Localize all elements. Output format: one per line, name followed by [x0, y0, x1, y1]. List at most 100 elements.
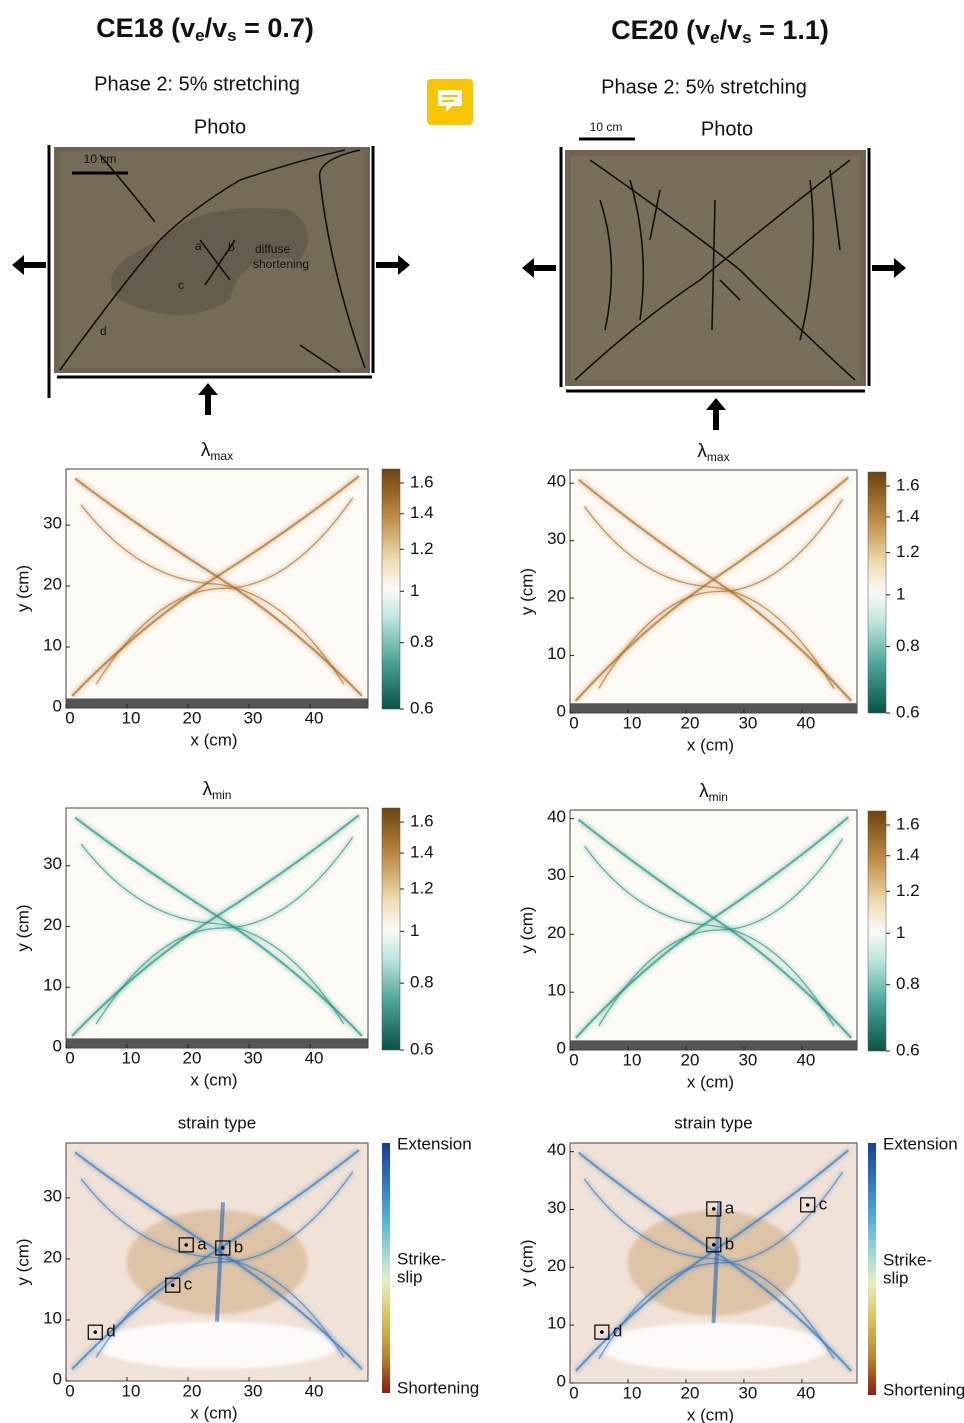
heatmap-texture [570, 1143, 857, 1383]
x-tick-label: 30 [244, 1381, 263, 1400]
texture-line [80, 504, 345, 685]
title-part: CE18 (v [96, 13, 195, 43]
y-tick-label: 10 [547, 1314, 566, 1333]
colorbar-label: Shortening [397, 1378, 479, 1397]
colorbar [867, 471, 887, 714]
colorbar [381, 468, 401, 710]
y-axis-label: y (cm) [517, 568, 536, 615]
x-axis-label: x (cm) [687, 1072, 734, 1091]
texture-line [711, 1202, 722, 1324]
colorbar-tick-label: 1 [410, 921, 419, 940]
photo-label: Photo [194, 116, 246, 138]
marker-box [178, 1237, 194, 1253]
title-sub: s [227, 26, 236, 45]
plot-frame [569, 809, 858, 1051]
comment-icon[interactable] [427, 79, 473, 125]
colorbar-tick-label: 1.2 [896, 881, 920, 900]
title-sub: max [210, 449, 233, 463]
colorbar [868, 1143, 876, 1395]
panel-title: λmax [201, 440, 233, 463]
colorbar-label: slip [883, 1268, 909, 1287]
photo [559, 137, 871, 393]
x-tick-label: 0 [65, 708, 74, 727]
x-tick-label: 10 [623, 1383, 642, 1402]
colorbar [382, 1143, 390, 1393]
y-tick-label: 0 [557, 1371, 566, 1390]
x-tick-label: 40 [305, 708, 324, 727]
x-tick-label: 40 [796, 713, 815, 732]
y-axis-label: y (cm) [517, 906, 536, 953]
title-part: λ [697, 441, 707, 462]
marker-dot [220, 1246, 225, 1250]
marker-box [215, 1240, 231, 1256]
point-label: d [100, 324, 107, 338]
y-tick-label: 40 [547, 807, 566, 826]
y-tick-label: 10 [43, 1308, 62, 1327]
texture-line [215, 1202, 225, 1322]
y-tick-label: 10 [43, 636, 62, 655]
texture-line [74, 816, 363, 1037]
point-label: b [228, 240, 235, 254]
texture-line [80, 843, 345, 1025]
panel-title: λmin [203, 779, 232, 802]
y-tick-label: 20 [43, 915, 62, 934]
texture-line [577, 478, 853, 702]
plot-frame [65, 807, 369, 1049]
x-tick-label: 20 [183, 1048, 202, 1067]
title-part: λ [203, 779, 213, 800]
texture-line [577, 1151, 853, 1372]
base-strip [570, 703, 857, 713]
colorbar-tick-label: 1.2 [410, 878, 434, 897]
marker-label: a [197, 1234, 207, 1253]
marker-dot [711, 1242, 716, 1247]
x-tick-label: 10 [122, 708, 141, 727]
subtitle: Phase 2: 5% stretching [601, 76, 807, 98]
x-tick-label: 0 [569, 1050, 578, 1069]
panel-title: strain type [178, 1113, 256, 1132]
x-tick-label: 30 [738, 713, 757, 732]
x-tick-label: 20 [680, 1383, 699, 1402]
texture-line [583, 845, 835, 1027]
y-tick-label: 30 [43, 854, 62, 873]
y-axis-label: y (cm) [517, 1239, 536, 1286]
x-tick-label: 0 [65, 1381, 74, 1400]
plot-frame [569, 1142, 858, 1384]
colorbar-label: Strike- [883, 1250, 932, 1269]
marker-label: c [819, 1194, 828, 1213]
heatmap-texture [570, 470, 857, 713]
texture-line [74, 477, 363, 697]
column-title: CE20 (ve/vs = 1.1) [611, 15, 829, 47]
title-sub: min [212, 788, 231, 802]
colorbar [867, 810, 887, 1052]
y-tick-label: 10 [547, 981, 566, 1000]
x-axis-label: x (cm) [190, 1403, 237, 1422]
colorbar-tick-label: 1.4 [410, 843, 434, 862]
texture-patch [96, 1321, 338, 1370]
colorbar-tick-label: 1.6 [410, 472, 434, 491]
marker-box [165, 1277, 181, 1293]
y-tick-label: 30 [43, 1186, 62, 1205]
base-strip [570, 1040, 857, 1050]
colorbar-label: slip [397, 1267, 423, 1286]
y-tick-label: 0 [557, 1038, 566, 1057]
colorbar-tick-label: 0.6 [410, 698, 434, 717]
panel-title: λmin [699, 781, 728, 804]
x-axis-label: x (cm) [687, 735, 734, 754]
x-tick-label: 20 [680, 1050, 699, 1069]
column-title: CE18 (ve/vs = 0.7) [96, 13, 314, 45]
y-tick-label: 40 [547, 472, 566, 491]
texture-line [95, 1171, 354, 1358]
panel-title: strain type [674, 1113, 752, 1132]
marker-label: d [106, 1322, 115, 1341]
texture-line [95, 836, 354, 1025]
photo-label: Photo [701, 118, 753, 140]
x-tick-label: 40 [796, 1383, 815, 1402]
title-part: /v [720, 15, 743, 45]
x-tick-label: 30 [738, 1050, 757, 1069]
scale-bar-label: 10 cm [590, 120, 623, 134]
marker-box [594, 1324, 610, 1340]
x-tick-label: 10 [122, 1381, 141, 1400]
texture-line [598, 498, 844, 690]
colorbar-label: Extension [883, 1134, 958, 1153]
texture-line [598, 1171, 844, 1360]
